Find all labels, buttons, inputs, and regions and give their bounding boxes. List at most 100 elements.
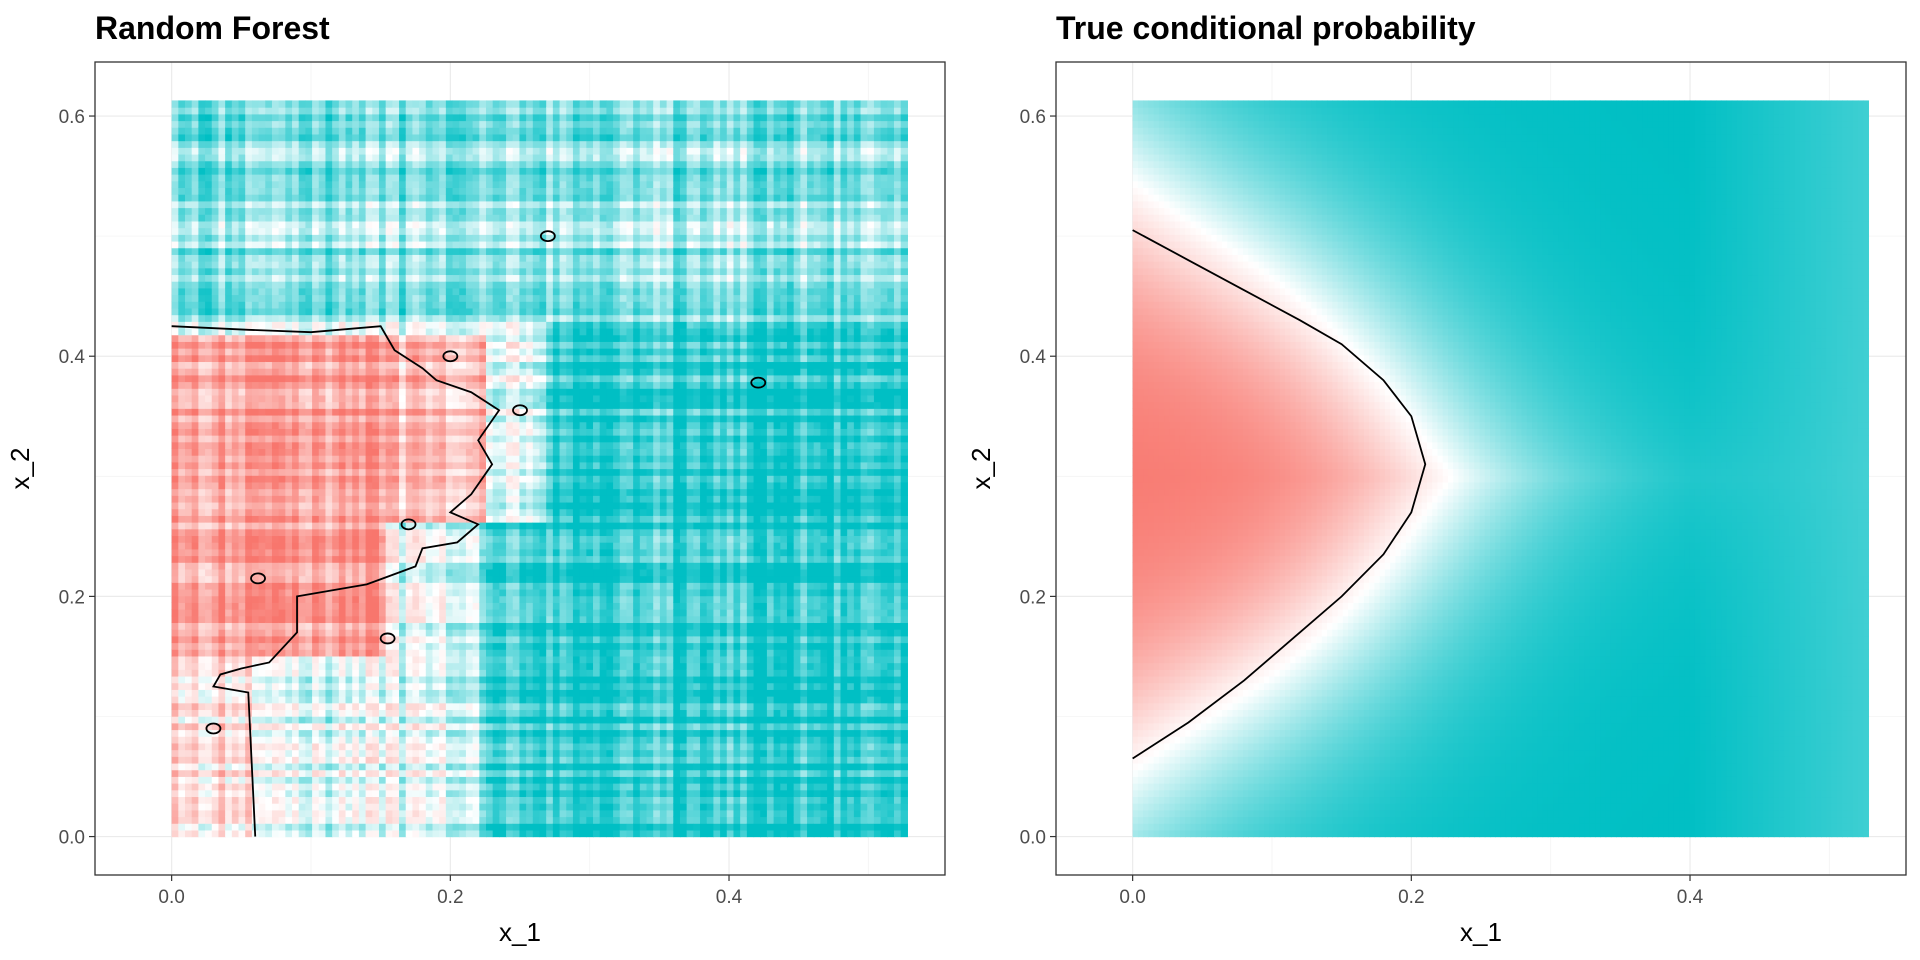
heatmap-cell	[191, 488, 199, 496]
heatmap-cell	[231, 649, 240, 657]
heatmap-cell	[345, 294, 353, 302]
heatmap-cell	[465, 522, 474, 530]
heatmap-cell	[265, 682, 273, 690]
heatmap-cell	[345, 107, 353, 115]
heatmap-cell	[452, 749, 460, 757]
heatmap-cell	[352, 200, 360, 209]
heatmap-cell	[445, 307, 454, 316]
heatmap-cell	[405, 696, 414, 704]
heatmap-cell	[318, 675, 327, 684]
heatmap-cell	[345, 722, 353, 731]
heatmap-cell	[419, 515, 427, 523]
heatmap-cell	[178, 261, 186, 269]
heatmap-cell	[171, 528, 179, 537]
heatmap-cell	[205, 702, 213, 711]
heatmap-cell	[292, 334, 300, 342]
heatmap-cell	[325, 254, 333, 262]
heatmap-cell	[231, 428, 240, 436]
heatmap-cell	[292, 200, 300, 209]
heatmap-cell	[459, 234, 467, 242]
heatmap-cell	[185, 823, 193, 831]
heatmap-cell	[185, 716, 193, 724]
heatmap-cell	[325, 568, 333, 577]
heatmap-cell	[231, 414, 240, 423]
heatmap-cell	[312, 649, 320, 657]
heatmap-cell	[332, 629, 340, 637]
heatmap-cell	[358, 716, 367, 724]
heatmap-cell	[452, 495, 460, 503]
heatmap-cell	[218, 301, 226, 309]
heatmap-cell	[385, 307, 393, 316]
heatmap-cell	[292, 555, 300, 563]
heatmap-cell	[432, 622, 440, 630]
heatmap-cell	[419, 481, 427, 490]
heatmap-cell	[251, 227, 260, 235]
heatmap-cell	[178, 140, 186, 148]
heatmap-cell	[305, 528, 313, 537]
heatmap-cell	[191, 240, 199, 249]
heatmap-cell	[325, 348, 333, 356]
heatmap-cell	[392, 736, 400, 744]
heatmap-cell	[245, 568, 253, 577]
heatmap-cell	[352, 629, 360, 637]
heatmap-cell	[432, 535, 440, 543]
heatmap-cell	[345, 240, 353, 249]
heatmap-cell	[445, 582, 454, 590]
heatmap-cell	[218, 274, 226, 282]
heatmap-cell	[178, 588, 186, 597]
heatmap-cell	[251, 307, 260, 316]
heatmap-cell	[265, 562, 273, 570]
heatmap-cell	[338, 200, 347, 209]
heatmap-cell	[352, 227, 360, 235]
heatmap-cell	[312, 609, 320, 617]
heatmap-cell	[385, 669, 393, 677]
heatmap-cell	[245, 120, 253, 128]
heatmap-cell	[378, 307, 387, 316]
heatmap-cell	[352, 127, 360, 135]
heatmap-cell	[372, 669, 380, 677]
heatmap-cell	[231, 635, 240, 644]
heatmap-cell	[345, 354, 353, 363]
heatmap-cell	[399, 267, 407, 276]
heatmap-cell	[238, 254, 246, 262]
heatmap-cell	[312, 200, 320, 209]
heatmap-cell	[298, 756, 307, 764]
heatmap-cell	[432, 187, 440, 195]
heatmap-cell	[358, 408, 367, 416]
heatmap-cell	[218, 167, 226, 175]
heatmap-cell	[271, 354, 280, 363]
heatmap-cell	[225, 247, 233, 255]
heatmap-cell	[191, 441, 199, 450]
heatmap-cell	[171, 548, 179, 557]
heatmap-cell	[419, 829, 427, 838]
heatmap-cell	[318, 314, 327, 322]
heatmap-cell	[378, 441, 387, 450]
heatmap-cell	[198, 662, 206, 670]
heatmap-cell	[412, 709, 420, 717]
heatmap-cell	[452, 816, 460, 824]
heatmap-cell	[231, 274, 240, 282]
heatmap-cell	[365, 301, 373, 309]
heatmap-cell	[385, 408, 393, 416]
heatmap-cell	[419, 642, 427, 650]
heatmap-cell	[385, 535, 393, 543]
heatmap-cell	[425, 388, 434, 396]
heatmap-cell	[419, 682, 427, 690]
heatmap-cell	[385, 568, 393, 577]
heatmap-cell	[305, 722, 313, 731]
heatmap-cell	[345, 381, 353, 389]
heatmap-cell	[365, 321, 373, 329]
heatmap-cell	[465, 696, 474, 704]
heatmap-cell	[452, 682, 460, 690]
heatmap-cell	[198, 455, 206, 463]
heatmap-cell	[211, 207, 220, 215]
heatmap-cell	[372, 468, 380, 476]
heatmap-cell	[251, 240, 260, 249]
heatmap-cell	[445, 214, 454, 222]
heatmap-cell	[298, 274, 307, 282]
heatmap-cell	[332, 374, 340, 383]
heatmap-cell	[432, 334, 440, 342]
heatmap-cell	[205, 120, 213, 128]
heatmap-cell	[251, 140, 260, 148]
heatmap-cell	[292, 180, 300, 189]
